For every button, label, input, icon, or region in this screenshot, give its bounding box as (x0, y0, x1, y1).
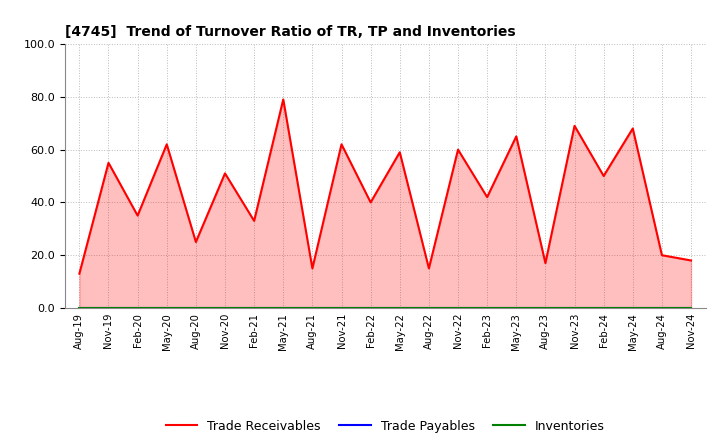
Trade Payables (220, 305, 229, 311)
Inventories (541, 305, 550, 311)
Trade Receivables (308, 266, 317, 271)
Legend: Trade Receivables, Trade Payables, Inventories: Trade Receivables, Trade Payables, Inven… (161, 414, 610, 437)
Trade Payables (629, 305, 637, 311)
Trade Receivables (454, 147, 462, 152)
Trade Payables (104, 305, 113, 311)
Trade Payables (541, 305, 550, 311)
Trade Receivables (483, 194, 492, 200)
Inventories (425, 305, 433, 311)
Trade Payables (133, 305, 142, 311)
Inventories (570, 305, 579, 311)
Trade Receivables (599, 173, 608, 179)
Trade Payables (687, 305, 696, 311)
Trade Receivables (687, 258, 696, 263)
Trade Receivables (133, 213, 142, 218)
Trade Receivables (366, 200, 375, 205)
Inventories (395, 305, 404, 311)
Inventories (337, 305, 346, 311)
Trade Payables (163, 305, 171, 311)
Inventories (599, 305, 608, 311)
Inventories (483, 305, 492, 311)
Trade Receivables (395, 150, 404, 155)
Trade Payables (570, 305, 579, 311)
Trade Payables (599, 305, 608, 311)
Trade Payables (192, 305, 200, 311)
Trade Payables (337, 305, 346, 311)
Trade Payables (395, 305, 404, 311)
Inventories (629, 305, 637, 311)
Inventories (512, 305, 521, 311)
Inventories (192, 305, 200, 311)
Trade Payables (512, 305, 521, 311)
Trade Payables (425, 305, 433, 311)
Inventories (366, 305, 375, 311)
Trade Receivables (163, 142, 171, 147)
Inventories (220, 305, 229, 311)
Trade Payables (366, 305, 375, 311)
Trade Payables (483, 305, 492, 311)
Trade Receivables (425, 266, 433, 271)
Trade Payables (454, 305, 462, 311)
Trade Receivables (250, 218, 258, 224)
Text: [4745]  Trend of Turnover Ratio of TR, TP and Inventories: [4745] Trend of Turnover Ratio of TR, TP… (65, 25, 516, 39)
Line: Trade Receivables: Trade Receivables (79, 99, 691, 274)
Trade Payables (279, 305, 287, 311)
Trade Receivables (337, 142, 346, 147)
Trade Receivables (279, 97, 287, 102)
Trade Receivables (75, 271, 84, 276)
Trade Payables (250, 305, 258, 311)
Inventories (454, 305, 462, 311)
Inventories (163, 305, 171, 311)
Trade Receivables (512, 134, 521, 139)
Trade Payables (75, 305, 84, 311)
Trade Receivables (657, 253, 666, 258)
Trade Payables (657, 305, 666, 311)
Inventories (75, 305, 84, 311)
Trade Payables (308, 305, 317, 311)
Trade Receivables (192, 239, 200, 245)
Inventories (308, 305, 317, 311)
Trade Receivables (570, 123, 579, 128)
Trade Receivables (541, 260, 550, 266)
Inventories (250, 305, 258, 311)
Trade Receivables (220, 171, 229, 176)
Inventories (657, 305, 666, 311)
Inventories (279, 305, 287, 311)
Trade Receivables (104, 160, 113, 165)
Inventories (104, 305, 113, 311)
Inventories (687, 305, 696, 311)
Inventories (133, 305, 142, 311)
Trade Receivables (629, 126, 637, 131)
